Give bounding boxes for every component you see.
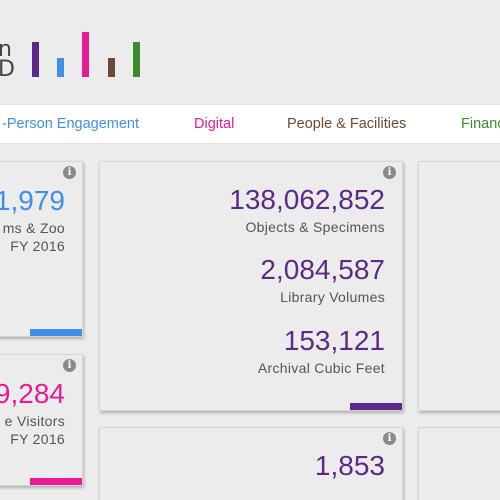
logo-bar-blue — [57, 58, 64, 77]
logo-text: n D — [0, 37, 16, 82]
header: n D — [0, 0, 500, 104]
card-accent-bar — [30, 329, 82, 336]
museums-zoo-card[interactable]: i 1,979 ms & Zoo FY 2016 — [0, 161, 83, 337]
logo-bar-green — [133, 42, 140, 77]
partial-card-right-bottom[interactable] — [418, 427, 500, 500]
category-tabs: -Person Engagement Digital People & Faci… — [0, 104, 500, 144]
visitors-card[interactable]: i 9,284 e Visitors FY 2016 — [0, 354, 83, 486]
tab-digital[interactable]: Digital — [194, 116, 235, 132]
logo-line-1: n — [0, 37, 13, 62]
info-icon[interactable]: i — [63, 166, 76, 179]
logo-bar-brown — [108, 58, 115, 77]
visitors-value: 9,284 — [0, 378, 65, 409]
logo-bar-purple — [32, 42, 39, 77]
collections-card[interactable]: i 138,062,852 Objects & Specimens 2,084,… — [99, 161, 403, 411]
info-icon[interactable]: i — [63, 359, 76, 372]
visitors-year: FY 2016 — [10, 431, 65, 447]
card-accent-bar — [350, 403, 402, 410]
tab-finance[interactable]: Financ — [461, 116, 500, 132]
archival-cubic-feet-value: 153,121 — [283, 325, 385, 356]
objects-specimens-label: Objects & Specimens — [245, 219, 385, 235]
museums-zoo-value: 1,979 — [0, 185, 65, 216]
objects-specimens-value: 138,062,852 — [229, 184, 385, 215]
info-icon[interactable]: i — [383, 166, 396, 179]
logo-bar-magenta — [82, 32, 89, 77]
library-volumes-label: Library Volumes — [280, 289, 385, 305]
research-value: 1,853 — [314, 450, 385, 481]
logo-line-2: D — [0, 57, 16, 82]
card-accent-bar — [30, 478, 82, 485]
museums-zoo-year: FY 2016 — [10, 238, 65, 254]
tab-people-facilities[interactable]: People & Facilities — [287, 116, 407, 132]
library-volumes-value: 2,084,587 — [260, 254, 385, 285]
archival-cubic-feet-label: Archival Cubic Feet — [257, 360, 385, 376]
museums-zoo-label: ms & Zoo — [2, 220, 65, 236]
tab-in-person-engagement[interactable]: -Person Engagement — [2, 116, 140, 132]
visitors-label: e Visitors — [4, 413, 65, 429]
partial-card-right-top[interactable] — [418, 161, 500, 411]
info-icon[interactable]: i — [383, 432, 396, 445]
research-card[interactable]: i 1,853 — [99, 427, 403, 500]
